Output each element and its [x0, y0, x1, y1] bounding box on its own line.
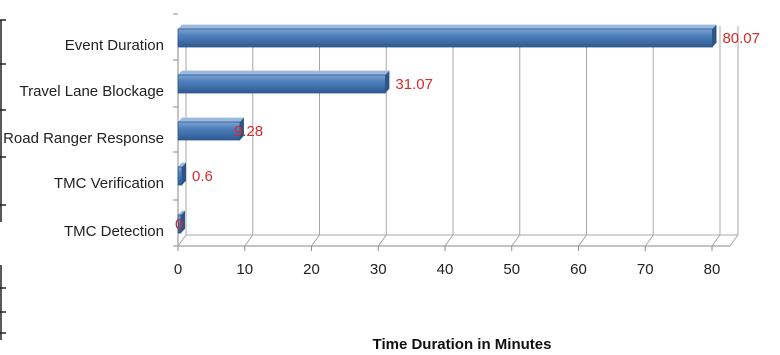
- bar-end: [182, 162, 187, 185]
- x-tick-label: 40: [437, 261, 454, 278]
- floor-depth-line: [578, 234, 587, 247]
- bar-front: [177, 121, 241, 141]
- bar: [177, 117, 244, 141]
- floor-depth-line: [729, 234, 739, 247]
- gridlines: [185, 26, 739, 235]
- floor-depth-line: [644, 234, 654, 247]
- x-tick-label: 30: [370, 261, 387, 278]
- data-label: 0.6: [192, 168, 213, 185]
- floor-depth-line: [311, 234, 320, 247]
- bar-front: [177, 74, 386, 94]
- data-label: 31.07: [395, 76, 433, 93]
- floor-depth-line: [444, 234, 454, 247]
- left-edge-marks: [0, 19, 6, 340]
- floor-depth-line: [244, 234, 254, 247]
- axes: [173, 13, 739, 251]
- bar: [177, 162, 187, 186]
- x-axis-title: Time Duration in Minutes: [373, 336, 552, 353]
- x-tick-label: 10: [236, 261, 253, 278]
- bar-front: [177, 28, 713, 48]
- data-labels: 80.07 31.07 9.28 0.6 0: [175, 30, 760, 233]
- category-label: Road Ranger Response: [3, 130, 164, 147]
- bar-top: [178, 70, 390, 75]
- category-labels: Event Duration Travel Lane Blockage Road R…: [3, 37, 164, 240]
- data-label: 80.07: [722, 30, 760, 47]
- data-label: 9.28: [234, 123, 263, 140]
- floor-depth-line: [511, 234, 521, 247]
- floor-depth-line: [177, 234, 187, 247]
- bar-top: [178, 117, 244, 122]
- bars: [177, 24, 717, 234]
- bar-top: [178, 210, 185, 215]
- category-label: TMC Detection: [64, 223, 164, 240]
- bar-front: [177, 166, 183, 186]
- x-tick-label: 20: [303, 261, 320, 278]
- bar: [177, 70, 390, 94]
- category-label: Event Duration: [65, 37, 164, 54]
- bar-end: [239, 117, 244, 140]
- category-label: TMC Verification: [54, 175, 164, 192]
- x-tick-labels: 0 10 20 30 40 50 60 70 80: [174, 261, 721, 278]
- bar-end: [712, 24, 717, 47]
- data-label: 0: [175, 216, 183, 233]
- bar-end: [181, 210, 185, 233]
- x-tick-label: 60: [570, 261, 587, 278]
- x-tick-label: 0: [174, 261, 182, 278]
- x-tick-label: 50: [503, 261, 520, 278]
- bar-end: [385, 70, 390, 93]
- x-tick-label: 70: [637, 261, 654, 278]
- category-label: Travel Lane Blockage: [19, 83, 164, 100]
- floor-depth-line: [711, 234, 721, 247]
- x-tick-label: 80: [704, 261, 721, 278]
- bar-top: [178, 24, 717, 29]
- bar: [177, 210, 185, 234]
- bar: [177, 24, 717, 48]
- bar-top: [178, 162, 187, 167]
- floor-depth-line: [377, 234, 387, 247]
